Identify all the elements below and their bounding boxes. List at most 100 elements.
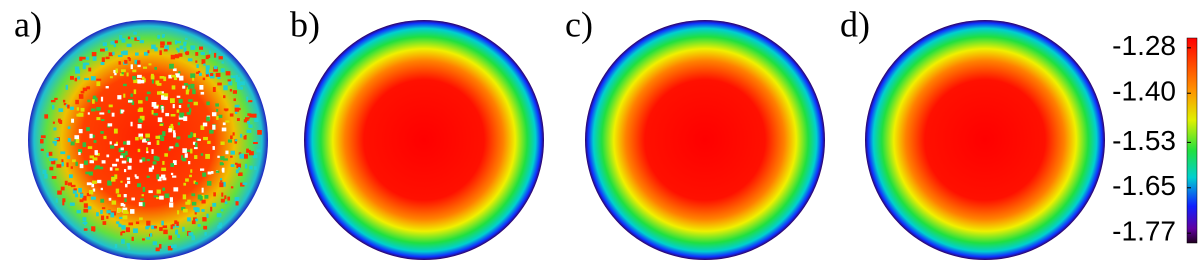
noise bbox=[157, 176, 162, 182]
noise bbox=[179, 75, 184, 81]
noise bbox=[151, 225, 156, 230]
noise bbox=[182, 226, 185, 232]
noise bbox=[170, 114, 176, 117]
noise bbox=[183, 47, 187, 52]
noise bbox=[168, 147, 171, 151]
noise bbox=[159, 195, 164, 200]
noise bbox=[132, 69, 137, 73]
noise bbox=[172, 104, 175, 109]
noise bbox=[135, 52, 139, 56]
noise bbox=[234, 104, 240, 108]
noise bbox=[125, 211, 129, 214]
panel-label: d) bbox=[840, 4, 870, 44]
noise bbox=[176, 109, 180, 113]
noise bbox=[138, 100, 143, 104]
noise bbox=[101, 207, 106, 210]
noise bbox=[198, 72, 202, 76]
noise bbox=[171, 224, 175, 229]
noise bbox=[210, 73, 214, 77]
noise bbox=[96, 107, 101, 111]
noise bbox=[135, 176, 139, 179]
noise bbox=[161, 106, 164, 109]
noise bbox=[227, 139, 233, 143]
noise bbox=[133, 228, 138, 234]
noise bbox=[193, 133, 196, 138]
noise bbox=[60, 151, 66, 155]
noise bbox=[84, 77, 90, 81]
noise bbox=[172, 223, 175, 227]
noise bbox=[56, 164, 62, 168]
noise bbox=[62, 200, 65, 206]
noise bbox=[158, 134, 163, 140]
noise bbox=[121, 38, 126, 43]
noise bbox=[136, 183, 142, 188]
noise bbox=[75, 138, 80, 144]
noise bbox=[40, 148, 44, 151]
noise bbox=[115, 141, 118, 146]
noise bbox=[212, 202, 217, 207]
noise bbox=[172, 68, 177, 72]
noise bbox=[230, 155, 233, 158]
noise bbox=[54, 142, 57, 146]
noise bbox=[137, 74, 142, 78]
noise bbox=[91, 51, 97, 57]
noise bbox=[171, 244, 175, 249]
noise bbox=[120, 231, 123, 236]
noise bbox=[172, 175, 177, 178]
noise bbox=[86, 193, 90, 196]
noise bbox=[110, 41, 116, 45]
noise bbox=[138, 202, 143, 207]
noise bbox=[62, 99, 66, 103]
noise bbox=[223, 85, 228, 91]
noise bbox=[109, 76, 113, 79]
noise bbox=[153, 225, 158, 229]
noise bbox=[173, 132, 176, 138]
noise bbox=[78, 94, 84, 99]
noise bbox=[183, 116, 188, 122]
noise bbox=[224, 201, 228, 205]
noise bbox=[139, 79, 145, 84]
noise bbox=[140, 198, 144, 201]
noise bbox=[101, 118, 105, 122]
noise bbox=[119, 73, 124, 76]
noise bbox=[222, 167, 225, 173]
noise bbox=[153, 105, 159, 109]
noise bbox=[100, 61, 105, 65]
noise bbox=[127, 245, 131, 250]
noise bbox=[127, 36, 131, 40]
noise bbox=[55, 198, 58, 203]
noise bbox=[240, 81, 245, 86]
noise bbox=[212, 146, 215, 150]
noise bbox=[93, 140, 97, 143]
noise bbox=[190, 169, 193, 173]
noise bbox=[151, 79, 154, 84]
noise bbox=[102, 221, 107, 225]
noise bbox=[194, 207, 200, 213]
noise bbox=[70, 166, 73, 169]
noise bbox=[101, 57, 105, 63]
noise bbox=[99, 112, 105, 115]
noise bbox=[160, 41, 165, 46]
noise bbox=[169, 197, 173, 202]
noise bbox=[118, 61, 121, 65]
noise bbox=[139, 136, 144, 140]
noise bbox=[206, 116, 210, 122]
noise bbox=[78, 112, 84, 117]
noise bbox=[126, 140, 131, 145]
noise bbox=[240, 182, 245, 187]
noise bbox=[78, 149, 83, 154]
noise bbox=[234, 162, 238, 165]
noise bbox=[156, 140, 160, 145]
noise bbox=[61, 161, 64, 167]
noise bbox=[163, 229, 168, 235]
noise bbox=[78, 151, 81, 156]
noise bbox=[85, 56, 90, 61]
noise bbox=[234, 107, 240, 112]
noise bbox=[153, 155, 158, 161]
noise bbox=[151, 44, 156, 49]
noise bbox=[168, 74, 173, 79]
noise bbox=[92, 99, 95, 104]
noise bbox=[213, 67, 218, 72]
noise bbox=[108, 52, 113, 57]
noise bbox=[174, 144, 180, 147]
